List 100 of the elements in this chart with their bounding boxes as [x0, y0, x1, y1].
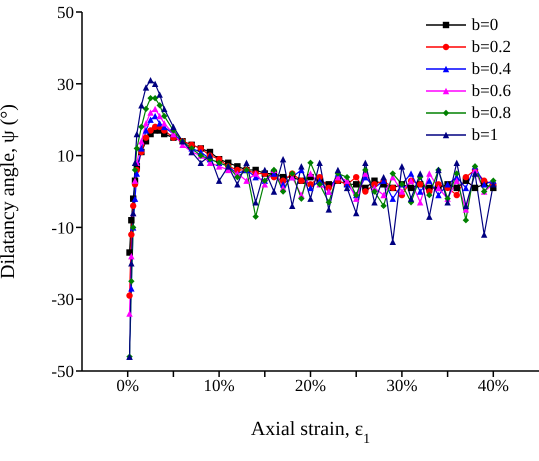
point [152, 80, 158, 87]
point [307, 184, 314, 192]
point [128, 217, 135, 224]
point [353, 210, 360, 216]
point [134, 170, 140, 177]
point [128, 285, 135, 292]
point [170, 124, 177, 130]
point [156, 112, 163, 120]
x-tick-label: 30% [386, 376, 418, 396]
point [142, 134, 150, 141]
point [344, 174, 350, 180]
point [416, 188, 424, 195]
y-tick-label: 10 [57, 146, 74, 166]
point [398, 163, 406, 170]
x-axis-title: Axial strain, ε$_{1}$ [250, 418, 370, 446]
y-tick-label: 30 [57, 74, 74, 94]
point [362, 160, 369, 166]
y-tick-label: -50 [51, 362, 74, 382]
point [252, 199, 259, 206]
point [134, 145, 140, 152]
point [454, 184, 460, 192]
y-axis-title: Dilatancy angle, ψ (°) [0, 104, 19, 279]
point [289, 202, 296, 210]
point [462, 202, 470, 210]
point [454, 192, 460, 198]
x-tick-label: 10% [204, 376, 235, 396]
point [380, 174, 387, 180]
point [198, 160, 204, 166]
point [138, 138, 145, 144]
y-tick-label: 50 [57, 3, 74, 22]
point [147, 109, 154, 116]
point [416, 199, 424, 206]
point [138, 102, 145, 109]
point [462, 217, 470, 224]
point [156, 91, 163, 98]
legend-label: b=0.8 [472, 102, 511, 124]
point [398, 188, 406, 195]
point [161, 106, 168, 112]
point [472, 184, 478, 192]
point [353, 181, 360, 188]
point [216, 178, 222, 184]
x-tick-label: 0% [116, 376, 140, 396]
point [371, 199, 378, 206]
point [454, 178, 460, 184]
point [408, 184, 414, 192]
point [142, 84, 150, 91]
point [130, 202, 136, 210]
point [408, 195, 414, 202]
x-tick-label: 40% [478, 376, 509, 396]
legend-label: b=0 [472, 14, 498, 36]
point [444, 199, 451, 206]
point [390, 195, 396, 202]
legend-label: b=0.2 [472, 36, 511, 58]
point [380, 192, 387, 198]
y-tick-label: -30 [51, 290, 74, 310]
point [371, 188, 378, 195]
point [362, 188, 369, 195]
point [280, 156, 286, 162]
point [408, 170, 414, 177]
point [128, 231, 135, 238]
point [126, 292, 133, 299]
point [156, 102, 163, 109]
point [270, 188, 278, 195]
point [152, 112, 158, 120]
point [426, 170, 433, 177]
point [128, 278, 135, 284]
point [326, 199, 332, 206]
point [454, 160, 460, 166]
point [128, 260, 135, 266]
point [128, 252, 135, 260]
point [454, 170, 460, 177]
point [161, 120, 168, 126]
point [326, 206, 332, 213]
point [426, 178, 433, 184]
point [298, 195, 305, 202]
point [234, 174, 241, 180]
point [390, 170, 396, 177]
point [142, 127, 150, 134]
point [344, 184, 350, 192]
y-tick-label: -10 [51, 218, 74, 238]
point [152, 106, 158, 112]
point [161, 112, 168, 120]
point [234, 181, 241, 188]
point [307, 170, 314, 177]
point [134, 130, 140, 138]
point [280, 188, 286, 195]
point [142, 106, 150, 112]
point [298, 163, 305, 170]
point [156, 120, 163, 126]
point [126, 310, 133, 317]
point [426, 192, 433, 198]
legend-label: b=0.4 [472, 58, 511, 80]
point [462, 174, 470, 180]
point [142, 120, 150, 126]
point [316, 160, 323, 166]
point [243, 178, 250, 184]
point [416, 170, 424, 177]
point [435, 192, 442, 198]
legend-label: b=1 [472, 124, 498, 146]
point [138, 145, 145, 152]
